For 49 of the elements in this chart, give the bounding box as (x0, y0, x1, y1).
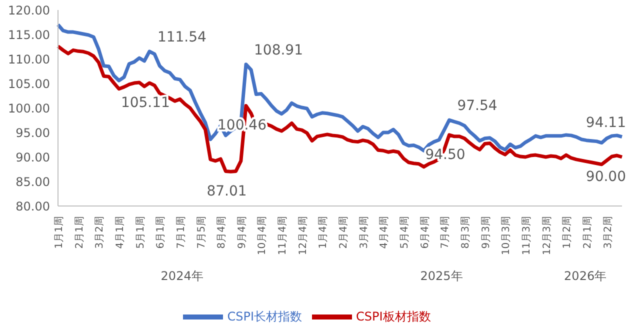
x-tick-label: 2月1周 (582, 216, 594, 249)
x-tick-label: 8月3周 (460, 216, 472, 249)
x-tick-label: 9月3周 (480, 216, 492, 249)
y-tick-label: 120.00 (8, 3, 50, 18)
y-tick-label: 85.00 (16, 174, 50, 189)
x-tick-label: 12月3周 (542, 216, 553, 256)
x-tick-label: 12月4周 (298, 216, 309, 256)
text: 2025年 (419, 268, 464, 285)
y-tick-label: 105.00 (8, 76, 50, 91)
x-tick-label: 1月4周 (318, 216, 330, 249)
x-tick-label: 6月1周 (156, 216, 167, 249)
y-tick-label: 80.00 (16, 199, 50, 214)
x-tick-label: 2月1周 (74, 216, 86, 249)
data-label: 90.00 (586, 169, 626, 185)
y-tick-label: 100.00 (8, 101, 50, 116)
data-label: 108.91 (254, 42, 303, 58)
y-tick-label: 110.00 (8, 52, 50, 66)
data-label: 105.11 (120, 94, 170, 111)
x-tick-label: 3月2周 (94, 216, 106, 249)
x-tick-label: 11月4周 (278, 216, 289, 256)
x-tick-label: 1月2周 (562, 216, 574, 249)
x-tick-label: 1月1周 (54, 216, 65, 249)
y-tick-label: 115.00 (8, 28, 50, 42)
x-tick-label: 3月2周 (602, 216, 614, 249)
data-label: 87.01 (206, 184, 247, 200)
text: 2026年 (563, 268, 608, 285)
x-tick-label: 4月4周 (379, 216, 390, 249)
x-tick-label: 7月5周 (196, 216, 208, 249)
y-tick-label: 95.00 (16, 126, 50, 140)
x-tick-label: 10月4周 (257, 216, 268, 256)
x-tick-label: 8月4周 (216, 216, 228, 249)
x-tick-label: 3月4周 (358, 216, 370, 249)
text: 2024年 (160, 268, 204, 285)
x-tick-label: 2月4周 (338, 216, 350, 249)
x-tick-label: 7月1周 (176, 216, 187, 249)
legend-label: CSPI板材指数 (356, 309, 431, 324)
x-tick-label: 10月3周 (501, 216, 512, 256)
data-label: 97.54 (457, 98, 498, 114)
x-tick-label: 11月3周 (521, 216, 532, 256)
x-tick-label: 4月1周 (114, 216, 126, 249)
x-tick-label: 5月4周 (400, 216, 411, 249)
y-tick-label: 90.00 (16, 150, 50, 164)
data-label: 111.54 (157, 29, 207, 46)
x-tick-label: 7月4周 (440, 216, 452, 249)
x-tick-label: 9月4周 (236, 216, 248, 249)
data-label: 94.11 (586, 114, 626, 131)
x-tick-label: 5月1周 (135, 216, 146, 249)
legend-label: CSPI长材指数 (227, 309, 302, 324)
x-tick-label: 6月4周 (420, 216, 431, 249)
